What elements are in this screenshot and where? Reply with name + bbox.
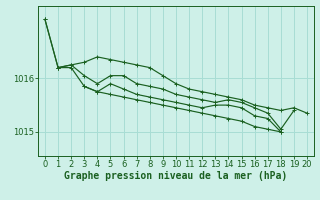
X-axis label: Graphe pression niveau de la mer (hPa): Graphe pression niveau de la mer (hPa) [64, 171, 288, 181]
